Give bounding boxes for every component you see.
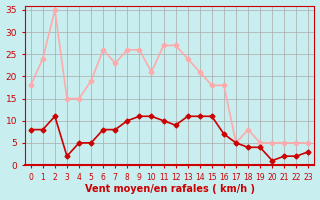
X-axis label: Vent moyen/en rafales ( km/h ): Vent moyen/en rafales ( km/h ) (84, 184, 255, 194)
